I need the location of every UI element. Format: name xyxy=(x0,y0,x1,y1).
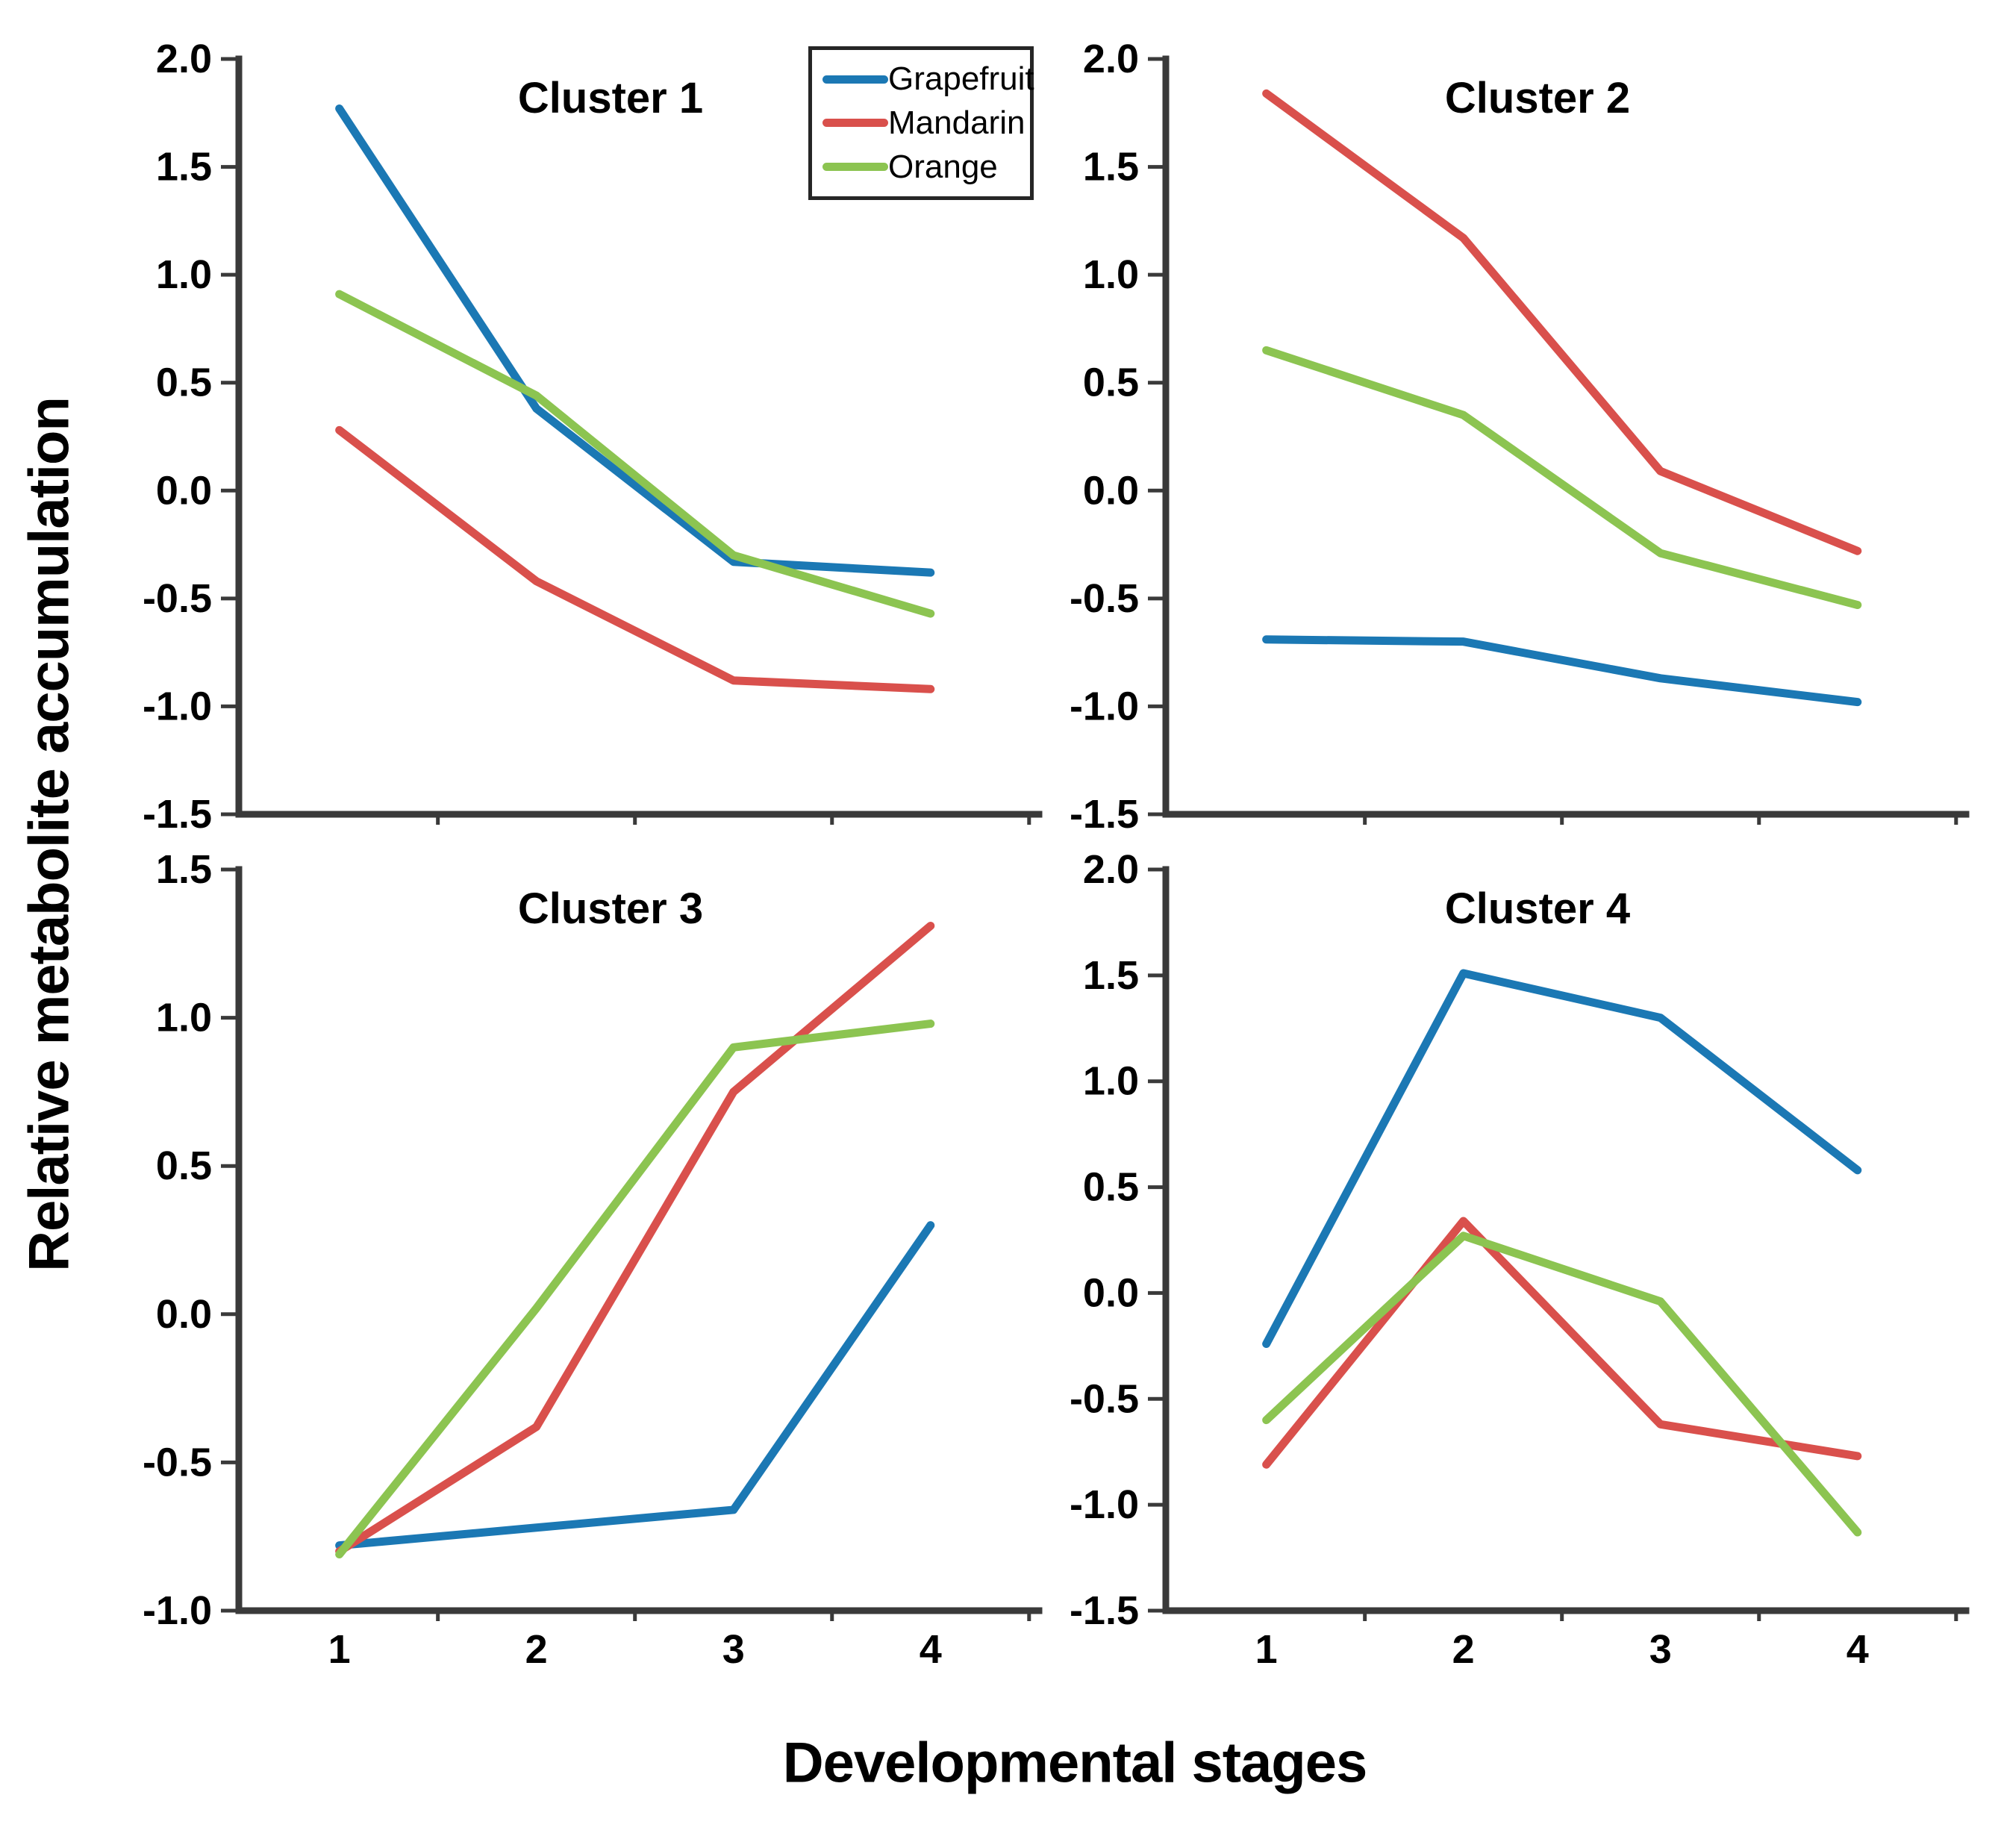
y-tick-label: 0.0 xyxy=(156,1292,212,1337)
y-tick-label: 0.0 xyxy=(1083,1270,1139,1315)
y-tick-label: 2.0 xyxy=(156,37,212,81)
x-tick-label: 2 xyxy=(525,1627,548,1672)
x-tick-label: 1 xyxy=(328,1627,351,1672)
cluster-2-line-grapefruit xyxy=(1262,635,1862,707)
y-tick-label: -0.5 xyxy=(143,1440,212,1485)
mandarin-line-swatch-icon xyxy=(822,119,888,128)
y-tick-label: 0.5 xyxy=(156,1143,212,1188)
cluster-4-axes xyxy=(1162,866,1970,1614)
x-tick-label: 1 xyxy=(1255,1627,1278,1672)
x-axis-title: Developmental stages xyxy=(782,1731,1368,1795)
y-tick-label: -1.0 xyxy=(143,1588,212,1633)
y-tick-label: 1.5 xyxy=(156,145,212,190)
cluster-3-plot: 1.5 1.0 0.5 0.0 -0.5 -1.0 1 2 3 4 Cluster 3 xyxy=(143,847,1043,1672)
legend-item-mandarin: Mandarin xyxy=(822,104,1026,141)
cluster-1-title: Cluster 1 xyxy=(518,74,703,122)
y-tick-label: -0.5 xyxy=(1070,576,1139,621)
cluster-2-plot: 2.0 1.5 1.0 0.5 0.0 -0.5 -1.0 -1.5 Cluster 2 xyxy=(1070,37,1970,837)
y-tick-label: -1.0 xyxy=(1070,1482,1139,1527)
y-tick-label: 1.5 xyxy=(156,847,212,892)
legend-label-mandarin: Mandarin xyxy=(888,104,1026,141)
y-tick-label: 1.0 xyxy=(156,996,212,1040)
legend-item-grapefruit: Grapefruit xyxy=(822,63,1034,96)
y-tick-label: -1.5 xyxy=(143,792,212,837)
legend-label-orange: Orange xyxy=(888,148,998,185)
y-tick-label: 1.0 xyxy=(156,252,212,297)
cluster-1-line-grapefruit xyxy=(335,104,935,577)
grapefruit-line-swatch-icon xyxy=(822,75,888,84)
y-tick-label: 2.0 xyxy=(1083,847,1139,892)
cluster-2-line-mandarin xyxy=(1262,89,1862,555)
y-tick-label: -1.0 xyxy=(1070,684,1139,728)
y-tick-label: 1.5 xyxy=(1083,953,1139,998)
y-tick-label: -1.5 xyxy=(1070,1588,1139,1633)
x-tick-label: 3 xyxy=(1649,1627,1672,1672)
cluster-3-line-grapefruit xyxy=(335,1221,935,1550)
cluster-2-line-orange xyxy=(1262,346,1862,610)
x-tick-label: 2 xyxy=(1452,1627,1475,1672)
x-tick-label: 4 xyxy=(1847,1627,1869,1672)
y-tick-label: 1.0 xyxy=(1083,252,1139,297)
cluster-3-line-mandarin xyxy=(335,921,935,1556)
orange-line-swatch-icon xyxy=(822,163,888,172)
y-tick-label: 1.0 xyxy=(1083,1059,1139,1104)
cluster-4-title: Cluster 4 xyxy=(1445,884,1630,933)
cluster-4-line-orange xyxy=(1262,1232,1862,1537)
y-axis-title: Relative metabolite accumulation xyxy=(17,397,81,1272)
cluster-4-plot: 2.0 1.5 1.0 0.5 0.0 -0.5 -1.0 -1.5 1 2 3 4 Cluster 4 xyxy=(1070,847,1970,1672)
y-tick-label: 0.5 xyxy=(156,360,212,405)
y-tick-label: 2.0 xyxy=(1083,37,1139,81)
y-tick-label: 1.5 xyxy=(1083,145,1139,190)
cluster-3-line-orange xyxy=(335,1020,935,1559)
cluster-2-title: Cluster 2 xyxy=(1445,74,1630,122)
y-tick-label: 0.5 xyxy=(1083,1165,1139,1210)
y-tick-label: -1.0 xyxy=(143,684,212,728)
x-tick-label: 3 xyxy=(722,1627,745,1672)
y-tick-label: -0.5 xyxy=(1070,1376,1139,1421)
x-tick-label: 4 xyxy=(920,1627,942,1672)
y-tick-label: 0.5 xyxy=(1083,360,1139,405)
legend: Grapefruit Mandarin Orange xyxy=(808,46,1034,200)
legend-label-grapefruit: Grapefruit xyxy=(888,60,1034,98)
cluster-4-line-grapefruit xyxy=(1262,969,1862,1349)
cluster-4-line-mandarin xyxy=(1262,1217,1862,1469)
y-tick-label: 0.0 xyxy=(1083,468,1139,513)
cluster-1-plot: 2.0 1.5 1.0 0.5 0.0 -0.5 -1.0 -1.5 Cluster 1 xyxy=(143,37,1043,837)
y-tick-label: 0.0 xyxy=(156,468,212,513)
legend-item-orange: Orange xyxy=(822,148,1026,185)
cluster-1-line-mandarin xyxy=(335,425,935,693)
y-tick-label: -1.5 xyxy=(1070,792,1139,837)
y-tick-label: -0.5 xyxy=(143,576,212,621)
cluster-1-line-orange xyxy=(335,290,935,618)
cluster-3-title: Cluster 3 xyxy=(518,884,703,933)
